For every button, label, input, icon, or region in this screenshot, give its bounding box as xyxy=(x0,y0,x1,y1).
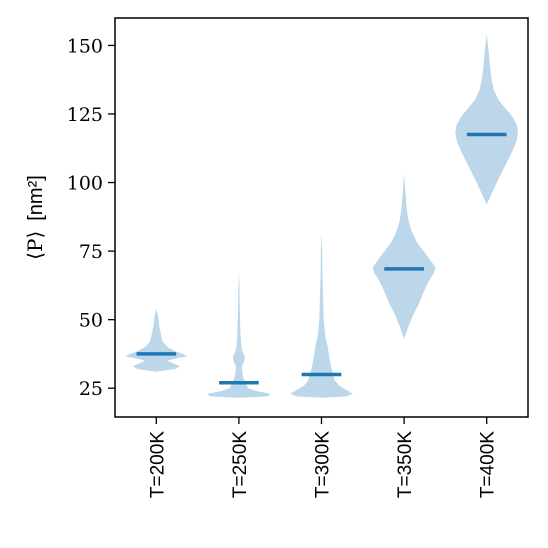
medians-layer xyxy=(136,132,507,385)
y-axis: 25 50 75 100 125 150 xyxy=(67,35,115,400)
violin-t-300k xyxy=(290,231,353,398)
violin-t-400k xyxy=(455,34,519,205)
y-axis-label: ⟨P⟩ [nm²] xyxy=(23,175,47,260)
x-tick-label: T=350K xyxy=(395,431,416,498)
violin-t-200k xyxy=(125,308,188,372)
y-tick-label: 75 xyxy=(79,241,103,263)
x-tick-label: T=400K xyxy=(478,431,499,498)
y-tick-label: 125 xyxy=(67,104,103,126)
violin-t-250k xyxy=(207,270,271,398)
y-tick-label: 50 xyxy=(79,310,103,332)
y-axis-label-unit: [nm²] xyxy=(25,175,47,221)
y-axis-label-symbol: ⟨P⟩ xyxy=(23,231,47,260)
x-axis: T=200K T=250K T=300K T=350K T=400K xyxy=(147,417,499,498)
violins-layer xyxy=(125,34,519,398)
x-tick-label: T=250K xyxy=(230,431,251,498)
y-tick-label: 150 xyxy=(67,35,103,57)
x-tick-label: T=300K xyxy=(313,431,334,498)
y-tick-label: 25 xyxy=(79,378,103,400)
x-tick-label: T=200K xyxy=(147,431,168,498)
y-tick-label: 100 xyxy=(67,173,103,195)
violin-t-350k xyxy=(372,174,436,339)
